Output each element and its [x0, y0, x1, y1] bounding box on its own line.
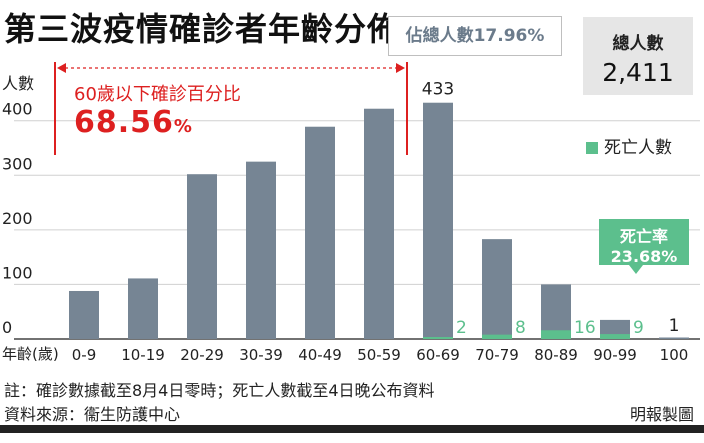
x-tick-label-40-49: 40-49 [298, 346, 342, 364]
death-rate-value: 23.68% [610, 247, 678, 266]
legend-label-deaths: 死亡人數 [604, 138, 672, 158]
x-tick-label-100: 100 [660, 346, 689, 364]
death-rate-callout: 死亡率 23.68% [599, 219, 689, 274]
total-cases-label: 總人數 [612, 34, 664, 54]
value-label-cases-100: 1 [669, 316, 680, 336]
legend-deaths: 死亡人數 [586, 133, 672, 158]
y-tick-label-300: 300 [2, 154, 33, 173]
bar-cases-30-39 [246, 161, 276, 339]
y-tick-label-200: 200 [2, 209, 33, 228]
total-cases-box: 總人數 2,411 [583, 17, 693, 95]
bracket-arrow-right [396, 63, 405, 73]
x-tick-label-70-79: 70-79 [475, 346, 519, 364]
y-tick-label-100: 100 [2, 263, 33, 282]
bar-cases-100 [659, 337, 689, 339]
x-tick-label-50-59: 50-59 [357, 346, 401, 364]
x-tick-label-20-29: 20-29 [180, 346, 224, 364]
under-60-annotation: 60歲以下確診百分比 68.56% [74, 80, 241, 140]
bar-cases-40-49 [305, 126, 335, 339]
bracket-arrow-left [57, 63, 66, 73]
bottom-rule [0, 425, 704, 433]
value-label-deaths-70-79: 8 [515, 318, 526, 338]
under-60-value: 68.56 [74, 105, 174, 140]
legend-swatch-deaths [586, 142, 598, 154]
bar-cases-60-69 [423, 102, 453, 339]
under-60-value-line: 68.56% [74, 105, 241, 140]
bar-deaths-70-79 [482, 334, 512, 339]
footnote: 註：確診數據截至8月4日零時；死亡人數截至4日晚公布資料 [4, 381, 435, 400]
credit: 明報製圖 [629, 405, 694, 424]
under-60-label: 60歲以下確診百分比 [74, 84, 241, 105]
under-60-unit: % [173, 116, 193, 137]
chart-title: 第三波疫情確診者年齡分佈 [4, 10, 401, 48]
x-tick-label-60-69: 60-69 [416, 346, 460, 364]
estimated-share-label: 佔總人數17.96% [388, 16, 562, 56]
x-tick-label-90-99: 90-99 [593, 346, 637, 364]
bar-deaths-80-89 [541, 330, 571, 339]
y-tick-label-0: 0 [2, 318, 12, 337]
bar-cases-20-29 [187, 174, 217, 339]
bar-cases-10-19 [128, 278, 158, 339]
bar-cases-50-59 [364, 108, 394, 339]
bar-cases-80-89 [541, 284, 571, 339]
value-label-deaths-90-99: 9 [633, 318, 644, 338]
value-label-deaths-80-89: 16 [574, 318, 596, 338]
x-tick-label-80-89: 80-89 [534, 346, 578, 364]
y-axis-label: 人數 [2, 74, 35, 93]
bar-cases-0-9 [69, 290, 99, 339]
bar-deaths-60-69 [423, 337, 453, 339]
bar-cases-70-79 [482, 239, 512, 339]
source-note: 資料來源：衞生防護中心 [4, 405, 181, 424]
death-rate-label: 死亡率 [619, 227, 668, 246]
value-label-cases-60-69: 433 [422, 80, 454, 100]
value-label-deaths-60-69: 2 [456, 318, 467, 338]
x-axis-label: 年齡(歲) [2, 345, 59, 363]
y-tick-label-400: 400 [2, 100, 33, 119]
x-tick-label-0-9: 0-9 [72, 346, 97, 364]
bar-deaths-90-99 [600, 334, 630, 339]
total-cases-value: 2,411 [602, 58, 674, 87]
x-tick-label-10-19: 10-19 [121, 346, 165, 364]
x-tick-label-30-39: 30-39 [239, 346, 283, 364]
